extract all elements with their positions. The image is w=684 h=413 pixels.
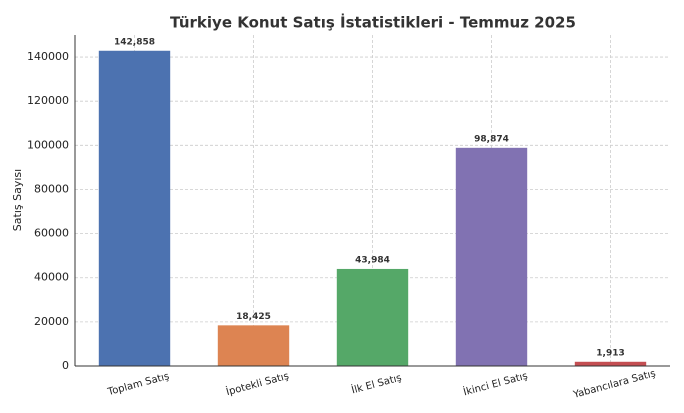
x-tick-label: Toplam Satış: [106, 371, 171, 398]
bar: [574, 361, 647, 366]
y-tick-label: 40000: [34, 271, 69, 284]
y-tick-label: 60000: [34, 227, 69, 240]
x-tick-label: İpotekli Satış: [225, 369, 291, 398]
y-tick-label: 120000: [27, 94, 69, 107]
y-tick-label: 140000: [27, 50, 69, 63]
y-tick-label: 100000: [27, 138, 69, 151]
value-label: 1,913: [596, 348, 624, 358]
chart-title: Türkiye Konut Satış İstatistikleri - Tem…: [170, 13, 576, 32]
bar: [98, 50, 171, 367]
y-tick-label: 0: [62, 359, 69, 372]
value-label: 43,984: [355, 255, 390, 265]
bar: [217, 325, 290, 366]
x-tick-label: İlk El Satış: [350, 371, 403, 397]
value-label: 18,425: [236, 312, 271, 322]
bar: [336, 268, 409, 366]
value-label: 98,874: [474, 134, 509, 144]
y-tick-label: 20000: [34, 315, 69, 328]
bar: [455, 147, 528, 366]
value-label: 142,858: [114, 37, 155, 47]
x-tick-label: İkinci El Satış: [462, 369, 529, 399]
x-tick-label: Yabancılara Satış: [571, 368, 657, 401]
y-tick-label: 80000: [34, 182, 69, 195]
y-axis-label: Satış Sayısı: [11, 169, 24, 231]
